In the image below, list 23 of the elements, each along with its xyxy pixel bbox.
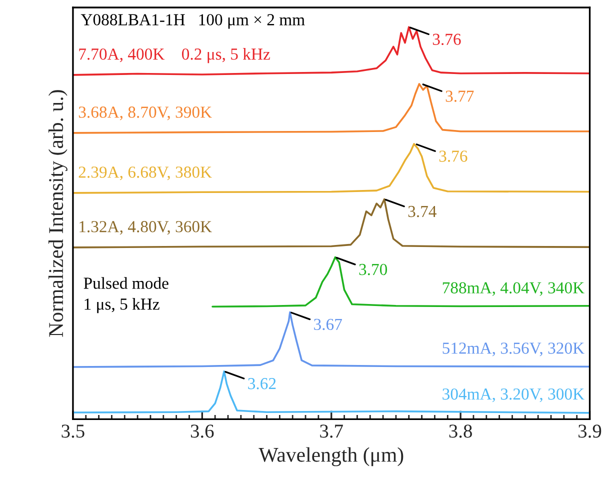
- x-axis-title: Wavelength (μm): [258, 447, 404, 466]
- series-label: 2.39A, 6.68V, 380K: [78, 166, 212, 180]
- x-tick-label: 3.7: [320, 424, 343, 438]
- annotation: 3.74: [408, 206, 436, 218]
- annotation: 3.76: [439, 150, 468, 162]
- annotation: 3.67: [314, 318, 342, 330]
- annotation: 3.70: [359, 264, 388, 276]
- x-tick-label: 3.9: [578, 424, 602, 438]
- annotation: Pulsed mode 1 μs, 5 kHz: [84, 277, 168, 314]
- annotation: 3.76: [432, 34, 461, 46]
- annotation: 3.77: [446, 90, 474, 102]
- x-tick-label: 3.5: [62, 424, 84, 438]
- series-label: 788mA, 4.04V, 340K: [442, 282, 584, 296]
- series-label: 7.70A, 400K 0.2 μs, 5 kHz: [79, 48, 270, 64]
- series-label: 1.32A, 4.80V, 360K: [80, 221, 212, 235]
- x-tick-label: 3.8: [449, 424, 472, 438]
- series-label: 3.68A, 8.70V, 390K: [78, 106, 212, 120]
- annotation: 3.62: [248, 378, 276, 390]
- y-axis-title: Normalized Intensity (arb. u.): [48, 90, 68, 337]
- x-tick-label: 3.6: [190, 424, 214, 438]
- series-label: 512mA, 3.56V, 320K: [442, 342, 584, 356]
- chart-title: Y088LBA1-1H 100 μm × 2 mm: [80, 14, 305, 29]
- series-label: 304mA, 3.20V, 300K: [442, 388, 584, 402]
